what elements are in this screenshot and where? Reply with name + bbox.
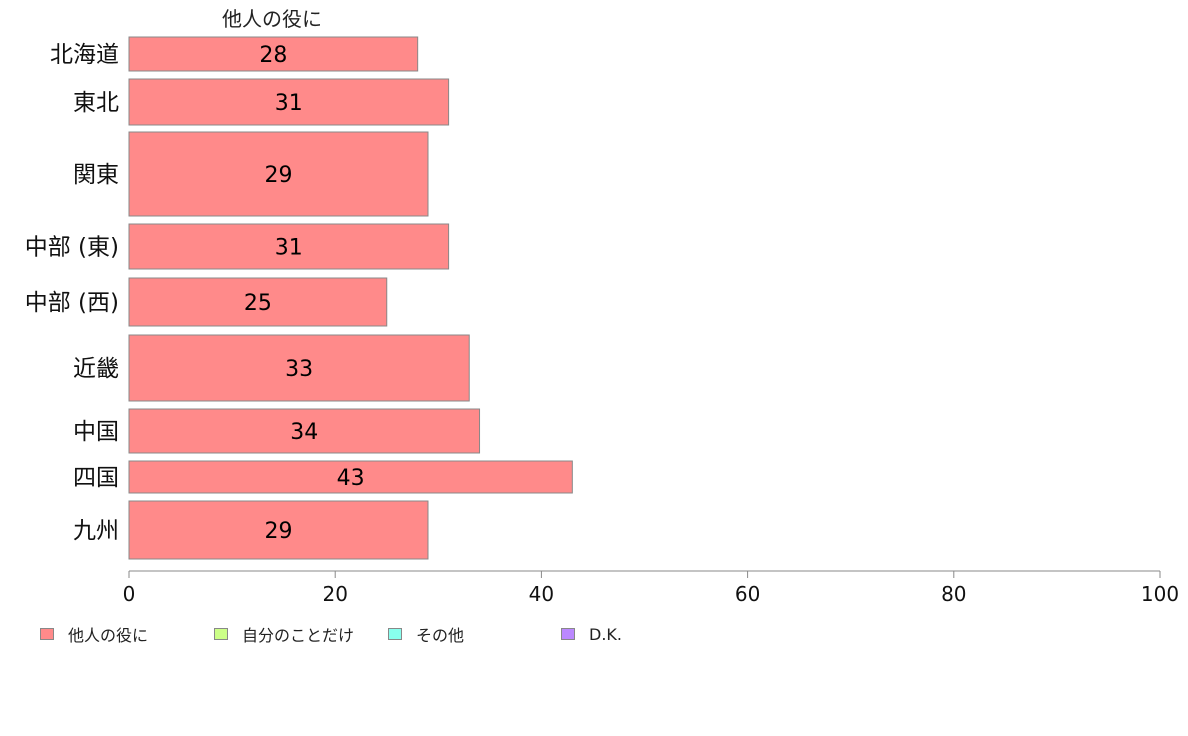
legend-item-3: D.K. xyxy=(561,622,622,646)
legend-label-1: 自分のことだけ xyxy=(242,626,355,645)
bar xyxy=(128,78,450,126)
category-label: 四国 xyxy=(73,465,119,491)
bar-value-label: 34 xyxy=(290,420,318,445)
bar-value-label: 25 xyxy=(244,291,272,316)
x-axis: 0 20 40 60 80 100 xyxy=(123,570,1179,606)
legend: 他人の役に 自分のことだけ その他 D.K. xyxy=(0,622,1188,646)
category-label: 中国 xyxy=(73,419,119,445)
category-label: 九州 xyxy=(73,518,119,544)
x-tick-label: 80 xyxy=(941,582,966,606)
legend-swatch-0 xyxy=(40,628,54,640)
bar-value-label: 43 xyxy=(337,466,365,491)
bar-value-label: 28 xyxy=(259,43,287,68)
legend-swatch-2 xyxy=(388,628,402,640)
category-label: 中部 (東) xyxy=(25,235,119,261)
category-label: 東北 xyxy=(73,90,119,116)
bar-value-label: 29 xyxy=(264,519,292,544)
legend-swatch-1 xyxy=(214,628,228,640)
legend-label-2: その他 xyxy=(416,626,465,645)
legend-label-0: 他人の役に xyxy=(68,626,149,645)
legend-swatch-3 xyxy=(561,628,575,640)
bar xyxy=(128,36,419,72)
category-label: 近畿 xyxy=(73,356,119,382)
bar xyxy=(128,500,429,560)
x-tick-label: 0 xyxy=(123,582,136,606)
chart: 他人の役に 28 北海道 31 東北 29 関東 31 中部 (東) 25 中部 (西) 33 近畿 3… xyxy=(25,7,1179,606)
chart-title: 他人の役に xyxy=(222,7,322,31)
bar-value-label: 31 xyxy=(275,236,303,261)
legend-item-2: その他 xyxy=(388,622,464,646)
legend-item-1: 自分のことだけ xyxy=(214,622,354,646)
bar xyxy=(128,131,429,217)
bar xyxy=(128,223,450,270)
category-label: 中部 (西) xyxy=(25,290,119,316)
bars-group: 28 北海道 31 東北 29 関東 31 中部 (東) 25 中部 (西) 33 近畿 34 中国 43 四… xyxy=(25,36,573,560)
category-label: 北海道 xyxy=(50,42,119,68)
legend-label-3: D.K. xyxy=(589,624,622,644)
bar xyxy=(128,334,470,402)
bar-value-label: 33 xyxy=(285,357,313,382)
bar xyxy=(128,408,481,454)
x-tick-label: 20 xyxy=(322,582,347,606)
legend-item-0: 他人の役に xyxy=(40,622,148,646)
x-tick-label: 40 xyxy=(529,582,554,606)
bar-value-label: 29 xyxy=(264,163,292,188)
category-label: 関東 xyxy=(73,162,119,188)
bar xyxy=(128,460,573,494)
bar xyxy=(128,277,388,327)
bar-value-label: 31 xyxy=(275,91,303,116)
x-tick-label: 60 xyxy=(735,582,760,606)
x-tick-label: 100 xyxy=(1141,582,1179,606)
